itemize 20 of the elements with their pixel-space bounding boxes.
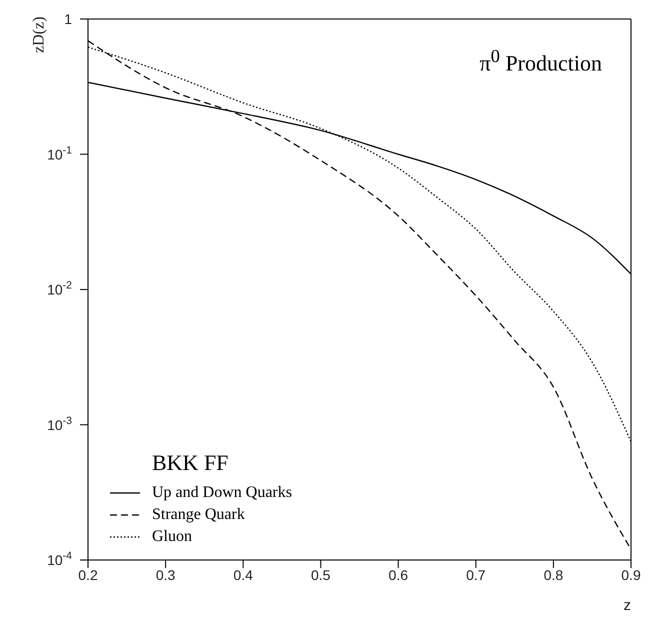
x-tick-label: 0.3 [156,566,176,583]
legend-label: Up and Down Quarks [152,484,292,502]
y-tick-label: 10$^{-1}$ [47,144,72,162]
x-tick-label: 0.4 [233,566,254,583]
x-tick-label: 0.9 [621,566,641,583]
y-tick-label: 1 [64,11,72,27]
legend-title: BKK FF [152,450,230,476]
x-tick-label: 0.8 [544,566,564,583]
legend-label: Strange Quark [152,506,245,524]
annotation: π$^{0}$ Production [480,46,602,76]
y-tick-label: 10$^{-4}$ [47,550,72,568]
y-axis-title: zD(z) [30,16,48,53]
legend-label: Gluon [152,528,192,546]
x-axis-title: z [624,597,631,614]
y-tick-label: 10$^{-3}$ [47,414,72,433]
x-tick-label: 0.5 [310,566,331,583]
x-tick-label: 0.6 [388,566,408,583]
x-tick-label: 0.2 [78,566,98,583]
x-tick-label: 0.7 [466,566,486,583]
y-tick-label: 10$^{-2}$ [47,280,72,298]
